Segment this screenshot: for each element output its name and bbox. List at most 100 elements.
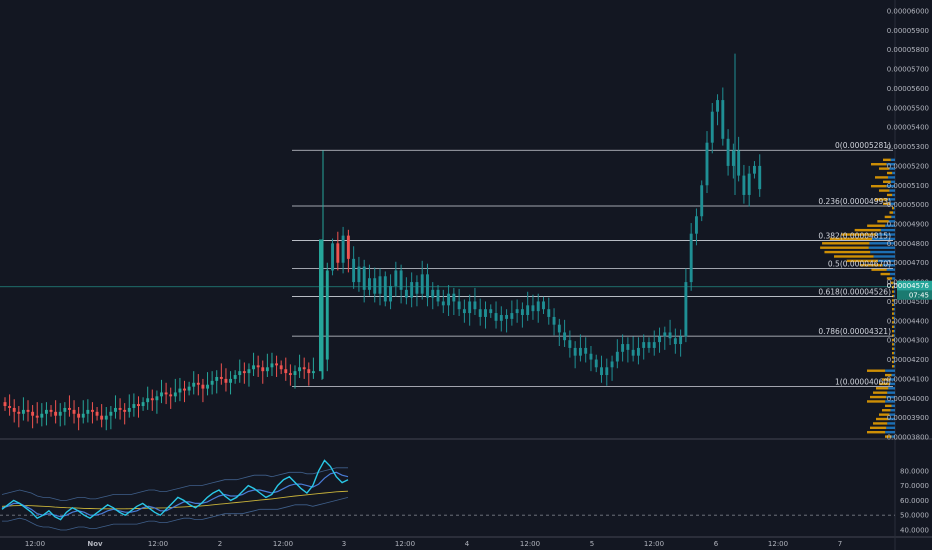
candle-body <box>100 415 104 420</box>
time-axis[interactable]: 12:00 Nov 12:00 2 12:00 3 12:00 4 12:00 5 12:00 6 12… <box>25 540 842 548</box>
candle-body <box>716 100 719 112</box>
candle-body <box>658 336 661 343</box>
price-tick-label: 0.00005600 <box>887 85 929 93</box>
candle-body <box>201 384 205 389</box>
volume-bar-down <box>887 391 895 394</box>
candle-body <box>452 293 456 302</box>
volume-bar-down <box>885 431 895 434</box>
candle <box>141 397 145 411</box>
volume-bar-up <box>879 189 890 192</box>
candle <box>378 268 382 306</box>
fib-label: 0(0.00005281) <box>835 141 891 150</box>
candle-body <box>584 347 588 354</box>
candle-body <box>531 305 535 312</box>
volume-bar-up <box>824 250 871 254</box>
candle <box>219 363 223 385</box>
candle <box>705 131 709 194</box>
candle-body <box>229 378 232 383</box>
price-axis[interactable]: 0.00006000 0.00005900 0.00005800 0.00005700… <box>887 8 932 442</box>
candle-body <box>31 411 35 416</box>
price-tick-label: 0.00003900 <box>887 414 929 422</box>
candle-body <box>526 305 530 316</box>
candle-body <box>325 270 329 360</box>
candle <box>91 402 94 424</box>
candle <box>178 377 182 402</box>
time-tick-label: 12:00 <box>768 540 788 548</box>
candle <box>3 397 7 411</box>
candle-body <box>552 316 556 325</box>
candle <box>284 357 288 381</box>
candle <box>81 400 85 424</box>
candle-body <box>510 313 514 319</box>
volume-bar-down <box>889 382 895 386</box>
volume-bar-up <box>873 391 888 394</box>
price-tick-label: 0.00005500 <box>887 104 929 112</box>
candle <box>420 260 424 300</box>
candle <box>238 359 242 383</box>
oscillator-tick-label: 50.0000 <box>900 512 929 520</box>
volume-bar-down <box>870 250 895 254</box>
volume-bar-up <box>889 211 894 214</box>
candle-body <box>224 378 228 383</box>
volume-bar-up <box>885 404 892 408</box>
volume-bar-up <box>875 176 888 179</box>
volume-bar-down <box>886 268 895 271</box>
candle <box>72 400 76 424</box>
candle-body <box>95 411 99 416</box>
candle-body <box>478 309 482 317</box>
candle-body <box>233 375 237 379</box>
volume-bar-down <box>869 242 895 245</box>
oscillator-tick-label: 70.0000 <box>900 482 929 490</box>
candle-body <box>547 309 551 317</box>
candle-body <box>426 274 429 298</box>
time-tick-label: Nov <box>87 540 103 548</box>
volume-bar-up <box>884 215 892 219</box>
candle <box>394 261 398 297</box>
volume-bar-down <box>890 180 895 183</box>
candle-body <box>631 349 635 356</box>
candle <box>293 365 297 389</box>
candle <box>747 165 751 207</box>
volume-bar-down <box>891 404 895 408</box>
volume-bar-up <box>879 167 890 170</box>
volume-bar-down <box>885 369 895 372</box>
volume-bar-down <box>892 277 895 280</box>
candle <box>484 301 487 329</box>
candle-body <box>373 278 377 294</box>
candle <box>127 394 131 418</box>
candle-body <box>160 392 163 397</box>
volume-bar-down <box>889 413 895 416</box>
candle-body <box>499 315 503 321</box>
candle <box>233 370 237 384</box>
candle-body <box>311 371 315 374</box>
volume-bar-up <box>885 373 892 377</box>
candle-body <box>242 371 246 374</box>
candle-body <box>331 243 334 271</box>
volume-bar-up <box>877 220 889 223</box>
candle <box>8 394 12 416</box>
fib-retracement[interactable]: 0(0.00005281) 0.236(0.00004993) 0.382(0.00… <box>292 141 893 388</box>
volume-bar-up <box>892 329 894 333</box>
candle-body <box>473 301 477 310</box>
volume-bar-down <box>872 237 895 241</box>
candle <box>631 336 635 362</box>
oscillator-tick-label: 60.0000 <box>900 497 929 505</box>
candle-body <box>307 369 311 374</box>
candle <box>40 403 44 427</box>
volume-profile <box>820 158 895 438</box>
candle <box>410 272 414 308</box>
volume-bar-down <box>878 259 895 263</box>
candle <box>526 291 530 321</box>
candle-body <box>357 266 361 283</box>
oscillator-upper-band <box>1 467 348 501</box>
candle-body <box>21 409 25 414</box>
candle-body <box>352 258 356 283</box>
candle-body <box>563 332 567 341</box>
candle-body <box>668 332 672 339</box>
candle-body <box>494 313 498 321</box>
candle-body <box>183 388 186 391</box>
candle <box>307 362 311 386</box>
candle-body <box>468 301 472 314</box>
volume-bar-down <box>892 193 895 197</box>
